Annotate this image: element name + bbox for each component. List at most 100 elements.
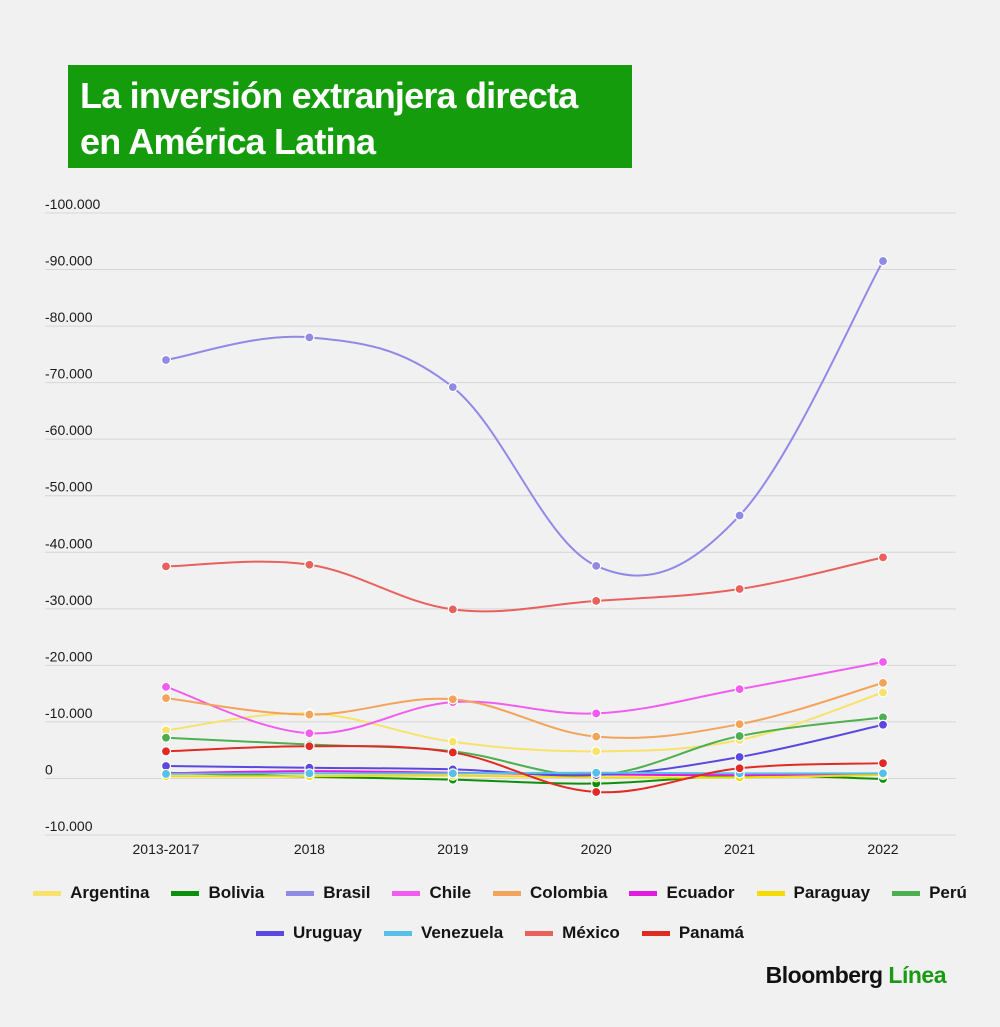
series-lines <box>165 260 884 794</box>
legend-item-bolivia: Bolivia <box>171 883 264 903</box>
data-point-chile <box>304 728 315 739</box>
legend-item-ecuador: Ecuador <box>629 883 735 903</box>
series-line-uruguay <box>165 723 884 777</box>
series-points <box>160 255 889 798</box>
y-tick-label: -100.000 <box>45 196 100 212</box>
data-point-panama <box>160 746 172 757</box>
series-line-paraguay <box>165 774 884 779</box>
legend-label: Colombia <box>530 883 608 902</box>
y-tick-label: -80.000 <box>45 309 93 325</box>
y-tick-label: -40.000 <box>45 535 93 551</box>
y-tick-label: -60.000 <box>45 422 93 438</box>
chart-legend: Argentina Bolivia Brasil Chile Colombia Ecuad… <box>0 876 1000 956</box>
chart-title-line-1: La inversión extranjera directa <box>80 75 578 116</box>
legend-label: Brasil <box>323 883 371 902</box>
data-point-argentina <box>447 736 458 747</box>
y-tick-label: -50.000 <box>45 479 93 495</box>
y-tick-label: -20.000 <box>45 648 93 664</box>
legend-item-chile: Chile <box>392 883 471 903</box>
x-tick-label: 2019 <box>437 841 468 857</box>
data-point-venezuela <box>447 768 458 779</box>
x-axis-tick-labels: 2013-2017 2018 2019 2020 2021 2022 <box>133 841 899 857</box>
legend-label: Argentina <box>70 883 150 902</box>
data-point-mexico <box>447 604 458 615</box>
y-tick-label: -90.000 <box>45 253 93 269</box>
x-tick-label: 2013-2017 <box>133 841 200 857</box>
brand-logo-bloomberg: Bloomberg <box>765 962 883 988</box>
brand-logo: Bloomberg Línea <box>765 962 947 989</box>
data-point-panama <box>591 786 602 798</box>
x-tick-label: 2022 <box>867 841 898 857</box>
legend-row-1: Argentina Bolivia Brasil Chile Colombia Ecuad… <box>0 876 1000 910</box>
legend-swatch <box>171 890 200 896</box>
legend-label: Panamá <box>678 923 745 942</box>
legend-swatch <box>525 930 554 936</box>
legend-label: México <box>562 923 620 942</box>
legend-item-paraguay: Paraguay <box>756 883 871 903</box>
y-tick-label: 0 <box>45 761 53 777</box>
series-line-venezuela <box>165 771 884 775</box>
data-point-peru <box>734 730 745 742</box>
legend-item-brasil: Brasil <box>286 883 370 903</box>
series-line-panama <box>165 745 884 794</box>
data-point-brasil <box>734 510 745 521</box>
legend-swatch <box>392 890 421 896</box>
data-point-panama <box>304 741 315 752</box>
legend-swatch <box>629 890 658 896</box>
data-point-mexico <box>160 561 172 572</box>
legend-item-colombia: Colombia <box>493 883 607 903</box>
series-line-chile <box>165 660 884 735</box>
legend-label: Chile <box>429 883 472 902</box>
data-point-brasil <box>877 255 889 267</box>
gridlines <box>45 212 956 836</box>
data-point-colombia <box>877 677 889 688</box>
legend-item-panama: Panamá <box>641 923 745 943</box>
line-chart: -100.000 -90.000 -80.000 -70.000 -60.000 -50.… <box>45 196 956 857</box>
series-line-colombia <box>165 681 884 739</box>
chart-title-line-2: en América Latina <box>80 121 376 162</box>
legend-swatch <box>892 890 921 896</box>
legend-item-mexico: México <box>525 923 620 943</box>
legend-label: Venezuela <box>420 923 504 942</box>
x-tick-label: 2020 <box>581 841 612 857</box>
legend-item-peru: Perú <box>892 883 967 903</box>
data-point-brasil <box>304 332 315 343</box>
y-tick-label: -10.000 <box>45 818 93 834</box>
data-point-colombia <box>447 694 458 705</box>
legend-swatch <box>493 890 522 896</box>
data-point-chile <box>160 681 172 692</box>
data-point-venezuela <box>304 768 315 779</box>
legend-item-venezuela: Venezuela <box>383 923 504 943</box>
data-point-mexico <box>877 552 889 563</box>
data-point-colombia <box>304 709 315 720</box>
y-tick-label: -10.000 <box>45 705 93 721</box>
data-point-panama <box>447 747 458 758</box>
y-tick-label: -70.000 <box>45 366 93 382</box>
legend-swatch <box>641 930 670 936</box>
data-point-brasil <box>447 382 458 393</box>
data-point-brasil <box>591 560 602 571</box>
data-point-argentina <box>877 687 889 698</box>
data-point-argentina <box>591 746 602 757</box>
legend-swatch <box>286 890 315 896</box>
data-point-venezuela <box>591 767 602 778</box>
legend-swatch <box>255 930 284 936</box>
data-point-mexico <box>734 583 745 595</box>
y-tick-label: -30.000 <box>45 592 93 608</box>
data-point-colombia <box>160 693 172 704</box>
legend-swatch <box>33 890 62 896</box>
data-point-mexico <box>304 559 315 570</box>
data-point-peru <box>160 732 172 743</box>
series-line-peru <box>165 716 884 777</box>
data-point-venezuela <box>877 768 889 779</box>
legend-label: Uruguay <box>292 923 362 942</box>
legend-row-2: Uruguay Venezuela México Panamá <box>0 916 1000 950</box>
legend-swatch <box>383 930 412 936</box>
series-line-mexico <box>165 556 884 613</box>
data-point-colombia <box>591 731 602 742</box>
legend-label: Paraguay <box>793 883 871 902</box>
data-point-chile <box>591 708 602 719</box>
legend-swatch <box>756 890 785 896</box>
data-point-colombia <box>734 719 745 730</box>
data-point-panama <box>734 763 745 774</box>
